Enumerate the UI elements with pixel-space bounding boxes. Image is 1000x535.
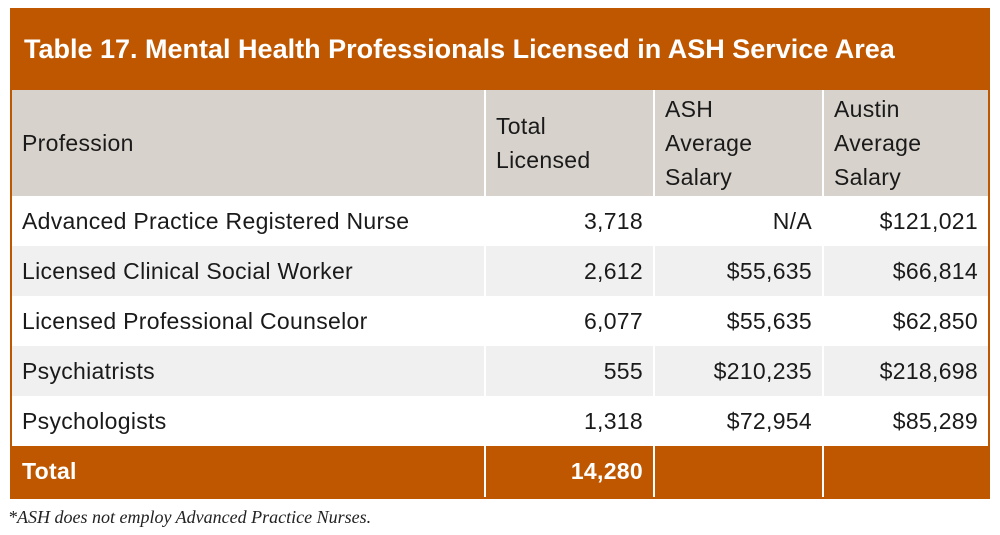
total-licensed-cell: 3,718 (486, 196, 655, 246)
header-profession: Profession (12, 90, 486, 196)
profession-cell: Licensed Professional Counselor (12, 296, 486, 346)
total-licensed-cell: 555 (486, 346, 655, 396)
ash-salary-cell: $72,954 (655, 396, 824, 446)
footnote: *ASH does not employ Advanced Practice N… (8, 507, 372, 527)
austin-salary-cell: $218,698 (879, 357, 978, 384)
table-header-row: Profession Total Licensed ASH Average Sa… (12, 90, 988, 196)
table-row: Advanced Practice Registered Nurse 3,718… (12, 196, 988, 246)
table: Table 17. Mental Health Professionals Li… (10, 8, 990, 499)
total-licensed-cell: 1,318 (486, 396, 655, 446)
austin-salary-cell: $66,814 (892, 257, 978, 284)
austin-salary-cell: $62,850 (892, 307, 978, 334)
total-label: Total (12, 446, 486, 497)
total-austin-salary (824, 446, 988, 497)
table-row: Licensed Professional Counselor 6,077 $5… (12, 296, 988, 346)
table-row: Psychiatrists 555 $210,235 $218,698 (12, 346, 988, 396)
table-row: Psychologists 1,318 $72,954 $85,289 (12, 396, 988, 446)
austin-salary-cell: $85,289 (892, 407, 978, 434)
ash-salary-cell: $210,235 (655, 346, 824, 396)
total-ash-salary (655, 446, 824, 497)
ash-salary-cell: $55,635 (655, 296, 824, 346)
profession-cell: Advanced Practice Registered Nurse (12, 196, 486, 246)
total-licensed-value: 14,280 (486, 446, 655, 497)
header-total-licensed: Total Licensed (486, 90, 655, 196)
header-ash-salary: ASH Average Salary (655, 90, 824, 196)
total-licensed-cell: 2,612 (486, 246, 655, 296)
profession-cell: Licensed Clinical Social Worker (12, 246, 486, 296)
ash-salary-cell: N/A (655, 196, 824, 246)
header-austin-salary: Austin Average Salary (834, 96, 922, 190)
profession-cell: Psychologists (12, 396, 486, 446)
profession-cell: Psychiatrists (12, 346, 486, 396)
table-title: Table 17. Mental Health Professionals Li… (24, 33, 895, 64)
ash-salary-cell: $55,635 (655, 246, 824, 296)
austin-salary-cell: $121,021 (879, 207, 978, 234)
total-licensed-cell: 6,077 (486, 296, 655, 346)
table-row: Licensed Clinical Social Worker 2,612 $5… (12, 246, 988, 296)
total-row: Total 14,280 (12, 446, 988, 497)
